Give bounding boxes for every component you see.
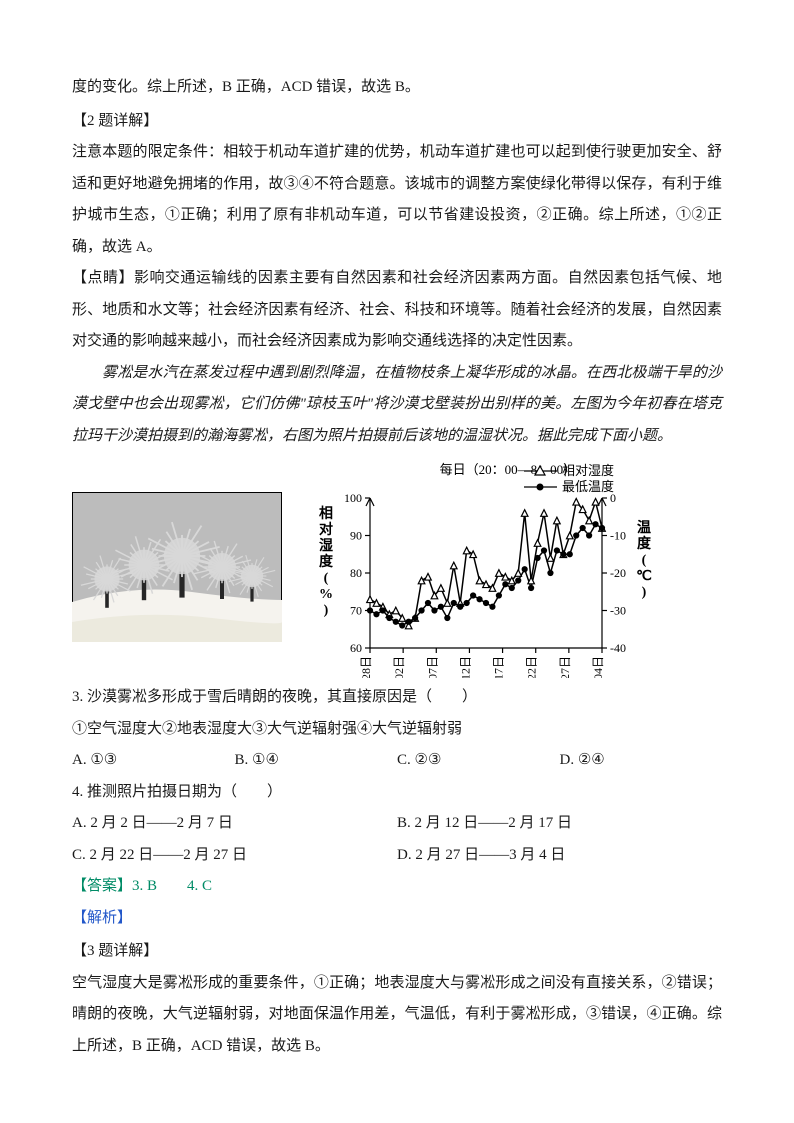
frost-photo xyxy=(72,492,282,642)
q3-circled-options: ①空气湿度大②地表湿度大③大气逆辐射强④大气逆辐射弱 xyxy=(72,714,722,746)
q3-options: A. ①③ B. ①④ C. ②③ D. ②④ xyxy=(72,745,722,777)
svg-text:2月02日: 2月02日 xyxy=(392,656,406,678)
svg-text:70: 70 xyxy=(350,604,362,618)
q3-stem: 3. 沙漠雾凇多形成于雪后晴朗的夜晚，其直接原因是（ ） xyxy=(72,682,722,714)
svg-text:-40: -40 xyxy=(610,641,626,655)
svg-text:1月28日: 1月28日 xyxy=(359,656,373,678)
svg-text:相: 相 xyxy=(319,505,333,522)
q4-options-row1: A. 2 月 2 日——2 月 7 日 B. 2 月 12 日——2 月 17 … xyxy=(72,808,722,840)
svg-text:度: 度 xyxy=(637,535,652,552)
q2-explain-head: 【2 题详解】 xyxy=(72,106,722,138)
svg-text:相对湿度: 相对湿度 xyxy=(562,463,614,478)
svg-text:(: ( xyxy=(642,553,647,568)
intro-fragment: 度的变化。综上所述，B 正确，ACD 错误，故选 B。 xyxy=(72,72,722,104)
svg-text:度: 度 xyxy=(319,553,334,570)
svg-text:最低温度: 最低温度 xyxy=(562,479,614,494)
svg-text:2月07日: 2月07日 xyxy=(425,656,439,678)
svg-text:对: 对 xyxy=(319,521,333,538)
svg-text:2月22日: 2月22日 xyxy=(525,656,539,678)
svg-text:2月27日: 2月27日 xyxy=(558,656,572,678)
answer-line: 【答案】3. B 4. C xyxy=(72,871,722,903)
svg-text:3月04日: 3月04日 xyxy=(591,656,605,678)
svg-text:2月17日: 2月17日 xyxy=(492,656,506,678)
svg-text:90: 90 xyxy=(350,529,362,543)
svg-text:): ) xyxy=(642,585,647,600)
q4-opt-c: C. 2 月 22 日——2 月 27 日 xyxy=(72,840,397,872)
q4-stem: 4. 推测照片拍摄日期为（ ） xyxy=(72,777,722,809)
svg-text:每日（20：00—8：00）: 每日（20：00—8：00） xyxy=(440,462,577,477)
q3-explain-head: 【3 题详解】 xyxy=(72,936,722,968)
q3-opt-d: D. ②④ xyxy=(560,745,723,777)
svg-text:): ) xyxy=(324,603,329,618)
svg-text:-10: -10 xyxy=(610,529,626,543)
q3-opt-c: C. ②③ xyxy=(397,745,560,777)
q4-opt-b: B. 2 月 12 日——2 月 17 日 xyxy=(397,808,722,840)
svg-text:-30: -30 xyxy=(610,604,626,618)
humidity-temp-chart: 每日（20：00—8：00）相对湿度最低温度60708090100-40-30-… xyxy=(302,458,662,678)
q2-explain-body: 注意本题的限定条件：相较于机动车道扩建的优势，机动车道扩建也可以起到使行驶更加安… xyxy=(72,137,722,263)
analysis-head: 【解析】 xyxy=(72,903,722,935)
svg-text:温: 温 xyxy=(637,520,651,536)
q3-explain-body: 空气湿度大是雾凇形成的重要条件，①正确；地表湿度大与雾凇形成之间没有直接关系，②… xyxy=(72,968,722,1063)
q4-opt-a: A. 2 月 2 日——2 月 7 日 xyxy=(72,808,397,840)
exam-page: 度的变化。综上所述，B 正确，ACD 错误，故选 B。 【2 题详解】 注意本题… xyxy=(0,0,794,1123)
svg-text:℃: ℃ xyxy=(636,569,652,584)
q4-opt-d: D. 2 月 27 日——3 月 4 日 xyxy=(397,840,722,872)
q3-opt-b: B. ①④ xyxy=(235,745,398,777)
svg-text:0: 0 xyxy=(610,491,616,505)
svg-text:(: ( xyxy=(324,571,329,586)
svg-text:%: % xyxy=(319,587,333,602)
svg-text:60: 60 xyxy=(350,641,362,655)
svg-text:-20: -20 xyxy=(610,566,626,580)
svg-text:湿: 湿 xyxy=(319,538,333,554)
q4-options-row2: C. 2 月 22 日——2 月 27 日 D. 2 月 27 日——3 月 4… xyxy=(72,840,722,872)
svg-text:100: 100 xyxy=(344,491,362,505)
svg-text:80: 80 xyxy=(350,566,362,580)
svg-text:2月12日: 2月12日 xyxy=(458,656,472,678)
figure-row: 每日（20：00—8：00）相对湿度最低温度60708090100-40-30-… xyxy=(72,458,722,678)
tip-body: 【点睛】影响交通运输线的因素主要有自然因素和社会经济因素两方面。自然因素包括气候… xyxy=(72,263,722,358)
passage-body: 雾凇是水汽在蒸发过程中遇到剧烈降温，在植物枝条上凝华形成的冰晶。在西北极端干旱的… xyxy=(72,358,722,453)
q3-opt-a: A. ①③ xyxy=(72,745,235,777)
